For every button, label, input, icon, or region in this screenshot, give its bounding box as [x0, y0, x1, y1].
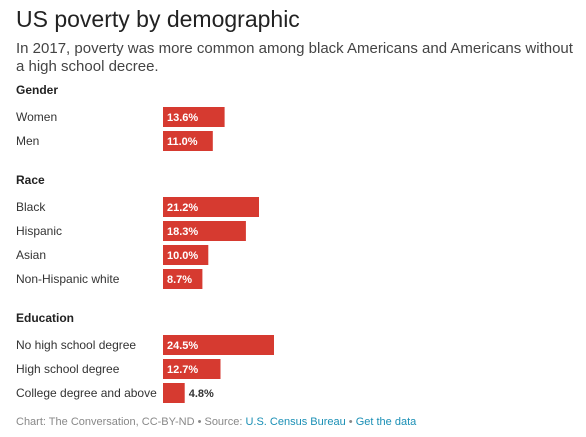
category-label: Non-Hispanic white: [16, 272, 120, 286]
bar-chart: Gender Women 13.6% Men 11.0% Race Black 21.2% Hi…: [16, 83, 274, 403]
category-label: Women: [16, 110, 57, 124]
bar: [163, 383, 185, 403]
bar: [163, 335, 274, 355]
data-label: 18.3%: [167, 226, 198, 238]
source-link[interactable]: U.S. Census Bureau: [245, 416, 346, 428]
chart-title: US poverty by demographic: [16, 6, 300, 32]
bar: [163, 269, 203, 289]
category-label: College degree and above: [16, 386, 157, 400]
category-label: Black: [16, 200, 46, 214]
bar: [163, 197, 259, 217]
data-label: 4.8%: [189, 388, 214, 400]
bar: [163, 131, 213, 151]
bar: [163, 245, 209, 265]
data-label: 24.5%: [167, 340, 198, 352]
data-label: 8.7%: [167, 274, 192, 286]
data-label: 21.2%: [167, 202, 198, 214]
data-label: 10.0%: [167, 250, 198, 262]
bar: [163, 221, 246, 241]
chart-footer: Chart: The Conversation, CC-BY-ND • Sour…: [16, 416, 416, 428]
data-label: 11.0%: [167, 136, 198, 148]
category-label: High school degree: [16, 362, 120, 376]
data-label: 13.6%: [167, 112, 198, 124]
chart-subtitle: In 2017, poverty was more common among b…: [16, 40, 573, 75]
group-label: Gender: [16, 83, 58, 97]
group-label: Race: [16, 173, 45, 187]
footer-separator: •: [345, 416, 356, 428]
category-label: Men: [16, 134, 39, 148]
group-label: Education: [16, 311, 74, 325]
bar: [163, 359, 221, 379]
category-label: Hispanic: [16, 224, 62, 238]
category-label: No high school degree: [16, 338, 136, 352]
footer-credit: Chart: The Conversation, CC-BY-ND • Sour…: [16, 416, 246, 428]
category-label: Asian: [16, 248, 46, 262]
get-the-data-link[interactable]: Get the data: [355, 416, 417, 428]
bar: [163, 107, 225, 127]
data-label: 12.7%: [167, 364, 198, 376]
